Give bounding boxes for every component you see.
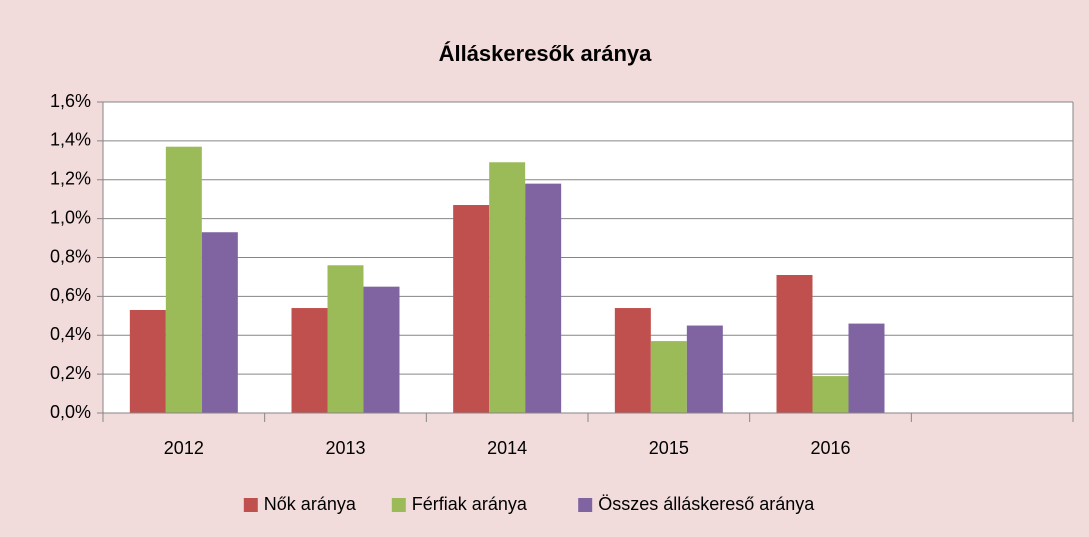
legend-swatch xyxy=(578,498,593,512)
bar xyxy=(776,274,813,413)
bar xyxy=(525,183,562,413)
legend-label: Férfiak aránya xyxy=(412,494,528,514)
y-tick-label: 0,8% xyxy=(50,246,91,266)
bar xyxy=(201,232,238,413)
y-tick-label: 1,4% xyxy=(50,130,91,150)
bar xyxy=(129,309,166,413)
x-tick-label: 2012 xyxy=(164,438,204,458)
chart-title: Álláskeresők aránya xyxy=(439,41,653,66)
bar xyxy=(453,205,490,413)
x-tick-label: 2013 xyxy=(325,438,365,458)
bar xyxy=(812,376,849,413)
y-tick-label: 1,2% xyxy=(50,169,91,189)
bar xyxy=(489,162,526,413)
x-tick-label: 2014 xyxy=(487,438,527,458)
legend-swatch xyxy=(391,498,406,512)
bar xyxy=(686,325,723,413)
y-tick-label: 1,6% xyxy=(50,91,91,111)
bar xyxy=(291,308,328,413)
bar xyxy=(650,341,687,413)
y-tick-label: 0,6% xyxy=(50,285,91,305)
bar xyxy=(848,323,885,413)
y-tick-label: 0,2% xyxy=(50,363,91,383)
bar xyxy=(614,308,651,413)
x-tick-label: 2016 xyxy=(810,438,850,458)
y-tick-label: 0,4% xyxy=(50,324,91,344)
bar xyxy=(363,286,400,413)
bar xyxy=(327,265,364,413)
x-tick-label: 2015 xyxy=(649,438,689,458)
y-tick-label: 1,0% xyxy=(50,207,91,227)
legend-swatch xyxy=(243,498,258,512)
legend-label: Összes álláskereső aránya xyxy=(598,494,815,514)
legend-label: Nők aránya xyxy=(264,494,357,514)
y-tick-label: 0,0% xyxy=(50,402,91,422)
bar xyxy=(165,146,202,414)
